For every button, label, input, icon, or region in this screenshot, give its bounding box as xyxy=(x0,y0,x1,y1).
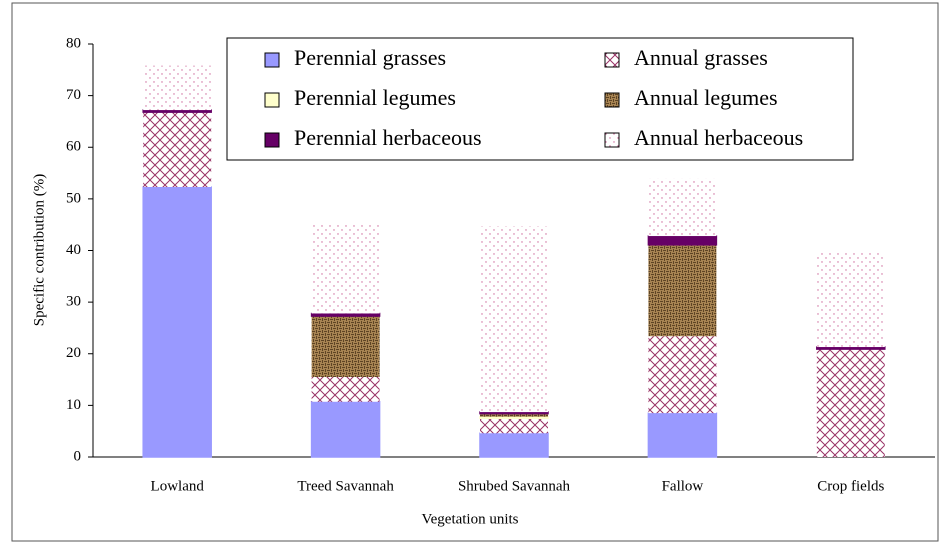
bar-segment xyxy=(816,349,885,457)
legend-label: Perennial grasses xyxy=(294,45,446,70)
legend-swatch xyxy=(604,92,620,108)
y-tick-label: 40 xyxy=(66,242,81,258)
bar-segment xyxy=(480,413,548,417)
bar-segment xyxy=(310,312,381,317)
legend-label: Perennial herbaceous xyxy=(294,125,482,150)
bar-segment xyxy=(311,376,380,402)
bar-segment xyxy=(143,65,212,111)
legend-label: Annual legumes xyxy=(634,85,778,110)
bar-segment xyxy=(479,415,549,420)
y-tick-label: 30 xyxy=(66,294,81,310)
bar-segment xyxy=(647,235,718,246)
bar-segment xyxy=(647,412,718,458)
frame xyxy=(11,2,939,542)
bar-segment xyxy=(648,244,717,337)
bar-segment xyxy=(816,346,886,350)
legend-box xyxy=(226,37,854,161)
y-axis-title: Specific contribution (%) xyxy=(31,174,47,326)
x-axis-title: Vegetation units xyxy=(421,511,518,527)
bar-segment xyxy=(142,186,212,458)
x-tick-label: Shrubed Savannah xyxy=(458,478,571,494)
legend-swatch xyxy=(604,52,620,68)
bar-segment xyxy=(311,316,380,377)
y-tick-label: 60 xyxy=(66,139,81,155)
y-tick-label: 50 xyxy=(66,190,81,206)
y-tick-label: 10 xyxy=(66,397,81,413)
bar-segment xyxy=(816,252,885,348)
x-tick-label: Fallow xyxy=(662,478,704,494)
y-tick-label: 80 xyxy=(66,35,81,51)
legend-label: Annual grasses xyxy=(634,45,768,70)
bar-segment xyxy=(310,401,381,458)
legend-swatch xyxy=(604,132,620,148)
bar-segment xyxy=(479,411,549,415)
legend-label: Annual herbaceous xyxy=(634,125,803,150)
y-tick-label: 0 xyxy=(74,448,82,464)
legend-swatch xyxy=(264,132,280,148)
y-tick-label: 20 xyxy=(66,345,81,361)
bar-segment xyxy=(142,109,212,113)
bar-segment xyxy=(480,418,548,434)
x-tick-label: Crop fields xyxy=(817,478,884,494)
legend-label: Perennial legumes xyxy=(294,85,456,110)
bar-segment xyxy=(311,224,380,314)
x-tick-label: Lowland xyxy=(151,478,205,494)
legend-swatch xyxy=(264,92,280,108)
bar-segment xyxy=(648,178,717,237)
bar-segment xyxy=(480,226,548,413)
bar-segment xyxy=(479,432,549,458)
bar-segment xyxy=(143,112,212,188)
legend-swatch xyxy=(264,52,280,68)
bar-segment xyxy=(648,336,717,414)
y-tick-label: 70 xyxy=(66,87,81,103)
x-tick-label: Treed Savannah xyxy=(297,478,394,494)
